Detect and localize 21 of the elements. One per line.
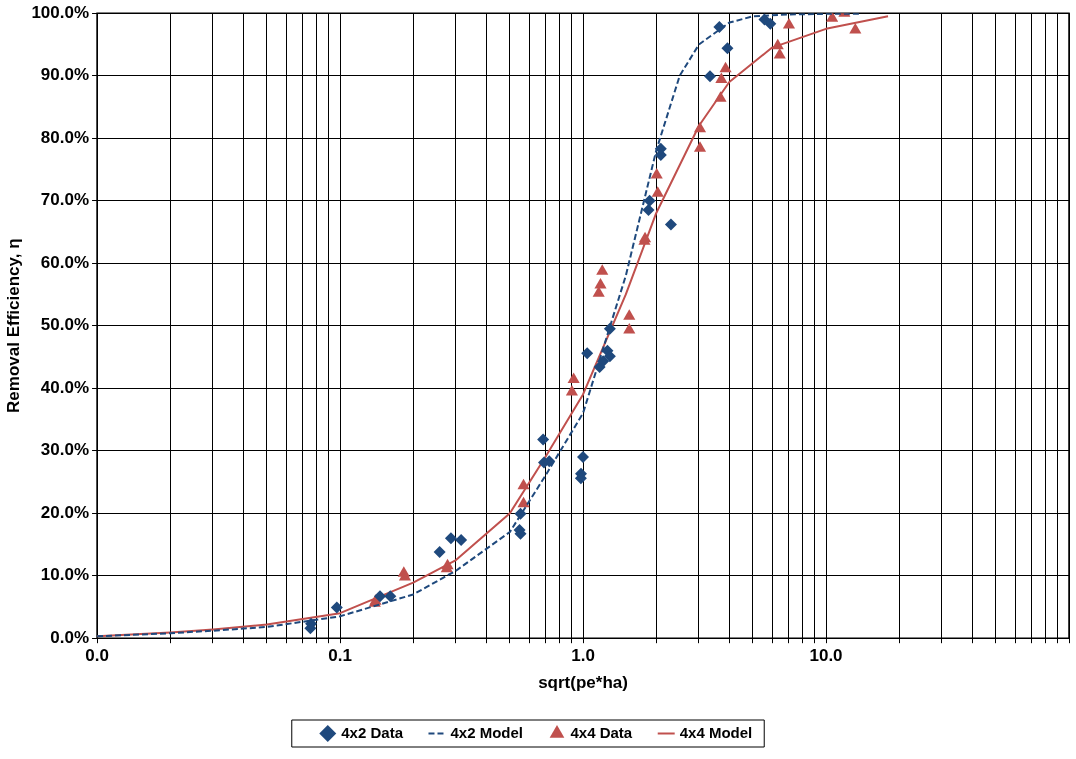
x-tick-label: 10.0 (809, 646, 843, 666)
y-tick-label: 70.0% (40, 190, 90, 210)
legend-label: 4x2 Model (450, 723, 524, 741)
y-axis-title: Removal Efficiency, η (3, 238, 23, 413)
y-tick-label: 30.0% (40, 440, 90, 460)
x-axis-title: sqrt(pe*ha) (538, 673, 628, 693)
y-tick-label: 60.0% (40, 252, 90, 272)
y-tick-label: 90.0% (40, 65, 90, 85)
x-tick-label: 0.0 (85, 646, 109, 666)
legend-label: 4x4 Model (679, 723, 753, 741)
x-tick-label: 0.1 (328, 646, 352, 666)
legend-label: 4x2 Data (341, 723, 404, 741)
y-tick-label: 100.0% (31, 2, 90, 22)
y-tick-label: 0.0% (50, 627, 90, 647)
y-tick-label: 10.0% (40, 565, 90, 585)
y-tick-label: 40.0% (40, 377, 90, 397)
y-tick-label: 80.0% (40, 127, 90, 147)
y-tick-label: 50.0% (40, 315, 90, 335)
legend-label: 4x4 Data (570, 723, 633, 741)
x-tick-label: 1.0 (571, 646, 595, 666)
y-tick-label: 20.0% (40, 502, 90, 522)
